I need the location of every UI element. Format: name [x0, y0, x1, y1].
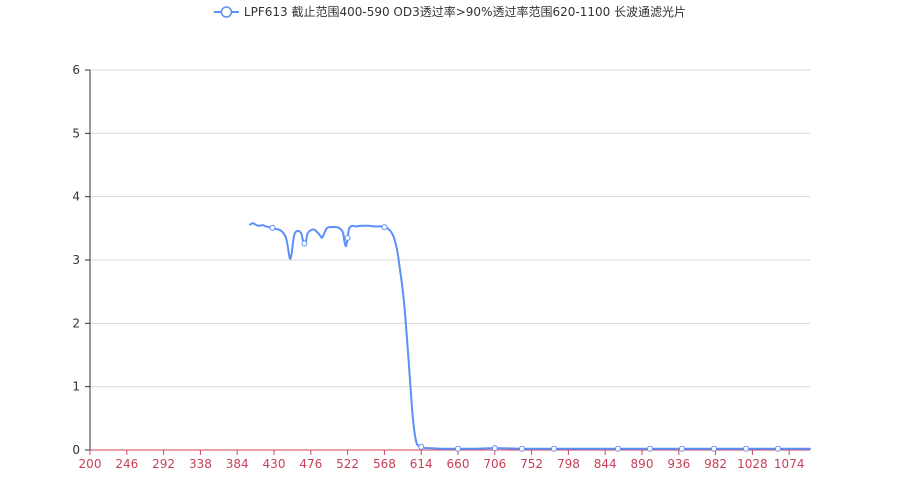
- data-point-marker[interactable]: [491, 445, 498, 452]
- y-tick-label: 3: [72, 253, 80, 267]
- axes: 0 1 2 3 4 5 6 200 246 292 338 384 430 476 522 568 614 660…: [72, 63, 810, 471]
- y-tick-label: 6: [72, 63, 80, 77]
- y-tick-label: 4: [72, 190, 80, 204]
- data-point-marker[interactable]: [344, 234, 351, 241]
- x-tick-label: 614: [410, 457, 433, 471]
- data-point-marker[interactable]: [775, 445, 781, 452]
- x-tick-label: 200: [79, 457, 102, 471]
- grid-lines: [90, 69, 810, 388]
- x-tick-label: 660: [447, 457, 470, 471]
- y-tick-label: 5: [72, 126, 80, 140]
- x-tick-label: 706: [483, 457, 506, 471]
- data-point-marker[interactable]: [647, 445, 653, 452]
- x-tick-label: 246: [115, 457, 138, 471]
- x-tick-label: 752: [520, 457, 543, 471]
- y-tick-label: 1: [72, 380, 80, 394]
- x-tick-label: 1074: [774, 457, 805, 471]
- data-point-marker[interactable]: [551, 445, 557, 452]
- data-point-marker[interactable]: [418, 443, 425, 450]
- data-point-marker[interactable]: [743, 445, 749, 452]
- y-tick-label: 2: [72, 316, 80, 330]
- x-tick-label: 338: [189, 457, 212, 471]
- data-point-marker[interactable]: [381, 224, 388, 231]
- x-tick-label: 522: [336, 457, 359, 471]
- data-point-marker[interactable]: [679, 445, 685, 452]
- data-point-marker[interactable]: [301, 240, 308, 247]
- data-point-marker[interactable]: [269, 224, 276, 231]
- legend-marker-swatch: [220, 6, 233, 18]
- y-tick-label: 0: [72, 443, 80, 457]
- x-tick-label: 430: [263, 457, 286, 471]
- x-tick-label: 568: [373, 457, 396, 471]
- data-point-marker[interactable]: [615, 445, 621, 452]
- x-tick-label: 384: [226, 457, 249, 471]
- series-layer: [249, 222, 811, 452]
- x-tick-label: 292: [152, 457, 175, 471]
- x-tick-label: 890: [631, 457, 654, 471]
- x-tick-label: 476: [299, 457, 322, 471]
- x-tick-label: 798: [557, 457, 580, 471]
- series-line-0[interactable]: [249, 222, 811, 450]
- legend-label[interactable]: LPF613 截止范围400-590 OD3透过率>90%透过率范围620-11…: [244, 4, 686, 19]
- x-tick-label: 1028: [737, 457, 768, 471]
- x-tick-label: 844: [594, 457, 617, 471]
- data-point-marker[interactable]: [519, 445, 525, 452]
- data-point-marker[interactable]: [711, 445, 717, 452]
- x-tick-label: 936: [667, 457, 690, 471]
- data-point-marker[interactable]: [455, 445, 461, 452]
- x-tick-label: 982: [704, 457, 727, 471]
- legend[interactable]: LPF613 截止范围400-590 OD3透过率>90%透过率范围620-11…: [213, 4, 686, 19]
